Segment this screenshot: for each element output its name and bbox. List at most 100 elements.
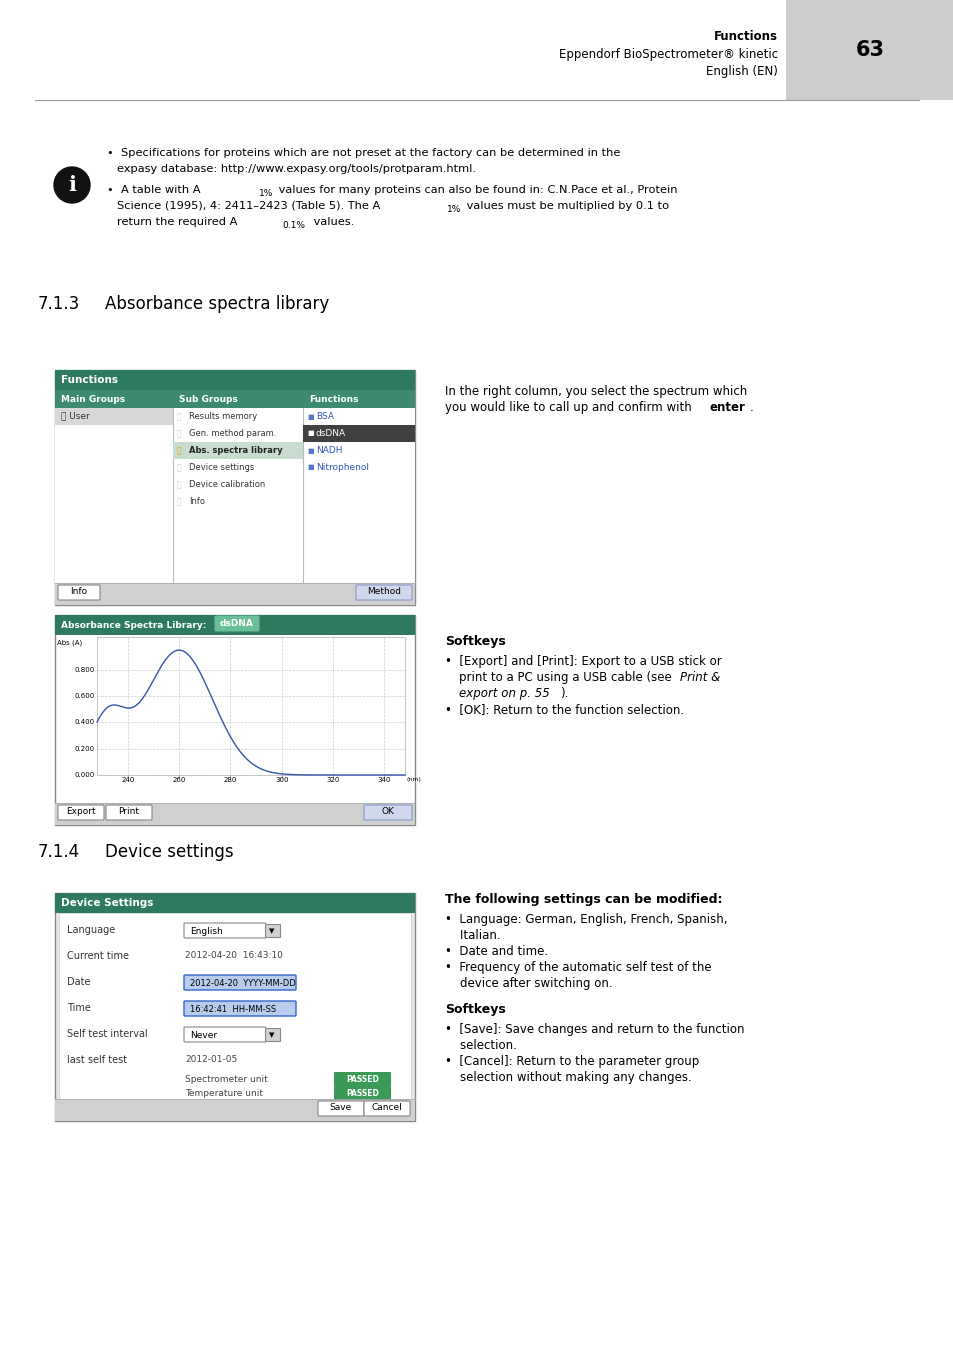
Bar [55,408,172,425]
Text: Italian.: Italian. [444,929,500,942]
Text: English (EN): English (EN) [705,65,778,78]
Bar [303,425,415,441]
Text: 340: 340 [377,778,391,783]
Text: 📂 User: 📂 User [61,412,90,420]
Text: 7.1.4: 7.1.4 [38,842,80,861]
Text: values for many proteins can also be found in: C.N.Pace et al., Protein: values for many proteins can also be fou… [274,185,677,194]
Text: ■: ■ [307,431,314,436]
Text: 0.000: 0.000 [74,772,95,778]
Bar [59,913,411,1099]
Text: (nm): (nm) [407,778,421,782]
Bar [55,892,415,1120]
Text: Device calibration: Device calibration [189,481,265,489]
FancyBboxPatch shape [214,616,259,632]
Text: 0.1%: 0.1% [282,221,305,230]
FancyBboxPatch shape [334,1072,391,1085]
Bar [55,583,415,605]
Text: dsDNA: dsDNA [315,429,346,437]
FancyBboxPatch shape [184,1027,266,1042]
Text: last self test: last self test [67,1054,127,1065]
Text: Main Groups: Main Groups [61,394,125,404]
Text: Never: Never [190,1030,217,1040]
Text: 📁: 📁 [177,463,181,472]
Text: 300: 300 [274,778,288,783]
Text: •  [Save]: Save changes and return to the function: • [Save]: Save changes and return to the… [444,1023,743,1035]
Text: Results memory: Results memory [189,412,257,421]
Text: ■: ■ [307,447,314,454]
Text: 240: 240 [121,778,134,783]
Text: 320: 320 [326,778,339,783]
FancyBboxPatch shape [364,805,412,819]
Text: 📁: 📁 [177,412,181,421]
Text: ).: ). [559,687,568,701]
FancyBboxPatch shape [317,1102,364,1116]
Text: selection.: selection. [444,1040,517,1052]
Text: export on p. 55: export on p. 55 [458,687,549,701]
Text: •  Specifications for proteins which are not preset at the factory can be determ: • Specifications for proteins which are … [107,148,619,158]
Text: Functions: Functions [713,30,778,43]
Text: Temperature unit: Temperature unit [185,1089,263,1099]
Text: Device Settings: Device Settings [61,898,153,909]
Text: expasy database: http://www.expasy.org/tools/protparam.html.: expasy database: http://www.expasy.org/t… [117,163,476,174]
Bar [55,370,415,390]
Text: •  [Cancel]: Return to the parameter group: • [Cancel]: Return to the parameter grou… [444,1054,699,1068]
Text: Spectrometer unit: Spectrometer unit [185,1076,268,1084]
Text: 📁: 📁 [177,497,181,506]
Text: ▼: ▼ [269,1031,274,1038]
Bar [785,0,953,100]
Text: PASSED: PASSED [346,1088,379,1098]
Text: 2012-04-20  YYYY-MM-DD: 2012-04-20 YYYY-MM-DD [190,979,295,987]
Text: you would like to call up and confirm with: you would like to call up and confirm wi… [444,401,695,414]
FancyBboxPatch shape [184,923,266,938]
Text: Functions: Functions [61,375,118,385]
Text: Export: Export [66,807,95,817]
Bar [55,1099,415,1120]
Text: Print &: Print & [679,671,720,684]
Text: i: i [68,176,76,194]
Bar [265,923,280,937]
Text: •  [Export] and [Print]: Export to a USB stick or: • [Export] and [Print]: Export to a USB … [444,655,721,668]
Text: •  Date and time.: • Date and time. [444,945,548,958]
FancyBboxPatch shape [355,585,412,599]
Circle shape [54,167,90,202]
Text: 0.400: 0.400 [74,720,95,725]
Bar [55,616,415,634]
Text: Date: Date [67,977,91,987]
Text: The following settings can be modified:: The following settings can be modified: [444,892,721,906]
Text: 0.800: 0.800 [74,667,95,672]
FancyBboxPatch shape [58,805,104,819]
Text: Abs. spectra library: Abs. spectra library [189,446,282,455]
Text: Abs (A): Abs (A) [57,639,82,645]
Text: 16:42:41  HH-MM-SS: 16:42:41 HH-MM-SS [190,1004,275,1014]
FancyBboxPatch shape [106,805,152,819]
FancyBboxPatch shape [58,585,100,599]
Bar [265,1027,280,1041]
Text: Absorbance Spectra Library:: Absorbance Spectra Library: [61,621,206,629]
Text: •  Language: German, English, French, Spanish,: • Language: German, English, French, Spa… [444,913,727,926]
Text: Print: Print [118,807,139,817]
Text: In the right column, you select the spectrum which: In the right column, you select the spec… [444,385,746,398]
Text: Functions: Functions [309,394,358,404]
Text: Device settings: Device settings [189,463,254,472]
Text: BSA: BSA [315,412,334,421]
Text: 2012-01-05: 2012-01-05 [185,1056,237,1065]
Bar [55,390,415,408]
Text: English: English [190,926,222,936]
Bar [172,441,303,459]
Bar [55,892,415,913]
Text: device after switching on.: device after switching on. [444,977,612,990]
Text: selection without making any changes.: selection without making any changes. [444,1071,691,1084]
Text: Absorbance spectra library: Absorbance spectra library [105,296,329,313]
Text: 260: 260 [172,778,186,783]
Bar [55,408,415,583]
Text: Device settings: Device settings [105,842,233,861]
Text: OK: OK [381,807,394,817]
Bar [55,803,415,825]
Text: Language: Language [67,925,115,936]
Text: Save: Save [330,1103,352,1112]
Text: Cancel: Cancel [372,1103,402,1112]
Text: values must be multiplied by 0.1 to: values must be multiplied by 0.1 to [462,201,668,211]
Text: ■: ■ [307,464,314,471]
Text: Gen. method param.: Gen. method param. [189,429,276,437]
Text: 280: 280 [224,778,237,783]
